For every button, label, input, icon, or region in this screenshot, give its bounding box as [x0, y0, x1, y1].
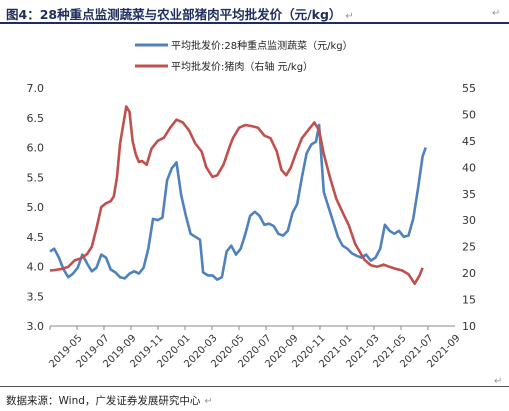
y-right-tick-label: 50: [462, 108, 476, 121]
series-lines: [49, 105, 427, 285]
y-left-tick-label: 4.0: [27, 261, 45, 274]
y-left-tick-label: 5.0: [27, 201, 45, 214]
chart-legend: 平均批发价:28种重点监测蔬菜（元/kg） 平均批发价:猪肉（右轴 元/kg）: [135, 39, 353, 73]
y-left-tick-label: 3.0: [27, 320, 45, 333]
legend-label: 平均批发价:28种重点监测蔬菜（元/kg）: [171, 39, 353, 52]
y-right-tick-label: 15: [462, 294, 476, 307]
y-axis-left: 7.0 6.5 6.0 5.5 5.0 4.5 4.0 3.5 3.0: [27, 82, 45, 333]
y-left-tick-label: 3.5: [27, 290, 45, 303]
y-right-tick-label: 25: [462, 241, 476, 254]
pork-price-line: [49, 105, 424, 285]
chart-title: 图4：28种重点监测蔬菜与农业部猪肉平均批发价（元/kg） ↵: [6, 7, 354, 22]
y-left-tick-label: 4.5: [27, 231, 45, 244]
y-left-tick-label: 6.5: [27, 112, 45, 125]
data-source: 数据来源：Wind，广发证券发展研究中心 ↵: [6, 395, 213, 407]
y-right-tick-label: 35: [462, 188, 476, 201]
y-right-tick-label: 10: [462, 320, 476, 333]
y-right-tick-label: 40: [462, 161, 476, 174]
y-right-tick-label: 20: [462, 267, 476, 280]
y-right-tick-label: 55: [462, 82, 476, 95]
return-mark-icon: ↵: [494, 376, 503, 387]
y-left-tick-label: 7.0: [27, 82, 45, 95]
title-divider: [0, 22, 509, 24]
x-axis: 2019-052019-072019-092019-112020-012020-…: [47, 326, 463, 370]
y-right-tick-label: 45: [462, 135, 476, 148]
y-right-tick-label: 30: [462, 214, 476, 227]
y-left-tick-label: 5.5: [27, 171, 45, 184]
y-axis-right: 55 50 45 40 35 30 25 20 15 10: [462, 82, 476, 333]
footer-divider: [0, 386, 509, 387]
y-left-tick-label: 6.0: [27, 142, 45, 155]
legend-label: 平均批发价:猪肉（右轴 元/kg）: [171, 60, 313, 73]
return-mark-icon: ↵: [492, 8, 501, 19]
